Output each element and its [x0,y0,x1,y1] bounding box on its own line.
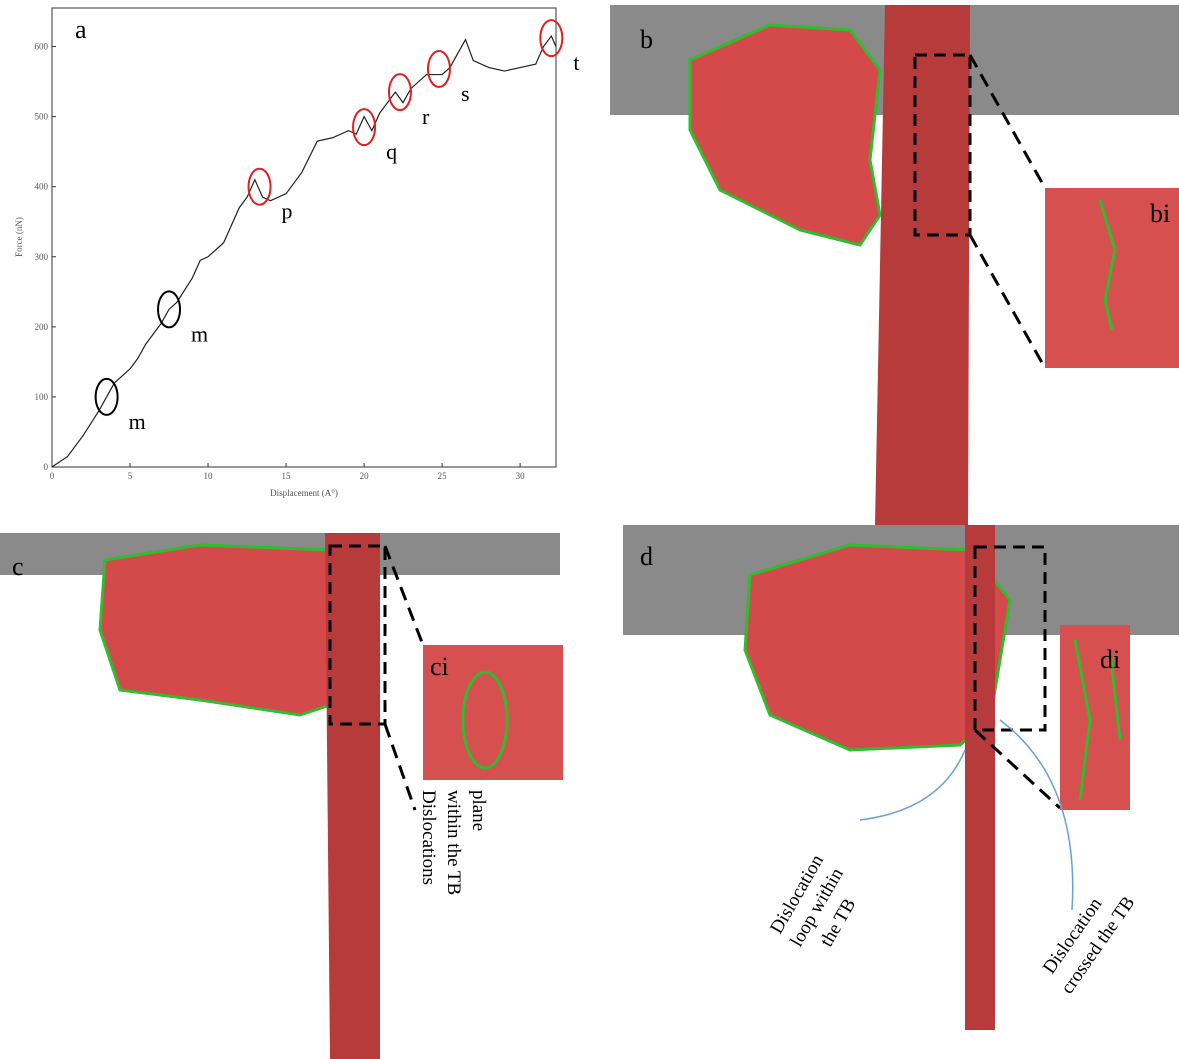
x-tick-label: 5 [128,471,133,481]
inset-label: ci [430,652,449,681]
y-tick-label: 200 [35,322,49,332]
inset-label: bi [1150,199,1170,228]
x-tick-label: 20 [360,471,370,481]
chart: a Displacement (A°) Force (nN) 0 5 10 15 20 2… [14,7,579,498]
y-tick-label: 500 [35,112,49,122]
panel-label: d [640,542,653,571]
annotation-label: m [129,409,146,434]
annotation-label: t [573,50,579,75]
panel-label: a [75,15,87,44]
panel-label: b [640,25,653,54]
annotation-label: m [191,321,208,346]
x-tick-label: 15 [282,471,292,481]
y-tick-label: 600 [35,42,49,52]
x-tick-label: 25 [438,471,448,481]
line [51,34,557,468]
annotation: Dislocations [418,790,439,885]
annotation-label: p [282,199,293,224]
x-tick-label: 10 [204,471,214,481]
inset-label: di [1100,645,1120,674]
x-tick-label: 30 [516,471,526,481]
annotation-label: s [461,81,470,106]
annotation: within the TB [443,790,464,895]
y-tick-label: 0 [44,462,49,472]
annotation-circle [94,377,119,416]
panel-label: c [12,552,24,581]
annotation-circle [157,290,182,329]
annotation: plane [468,790,489,831]
y-axis-label: Force (nN) [14,217,24,257]
x-axis-label: Displacement (A°) [270,488,338,498]
annotation-circle [426,49,451,88]
y-tick-label: 100 [35,392,49,402]
panel-c: c ci Dislocations within the TB plane [0,533,563,1059]
panel-b: b bi [610,5,1179,525]
x-tick-label: 0 [50,471,55,481]
annotation-label: q [386,139,397,164]
annotation-label: r [422,104,430,129]
annotation-circle [539,19,564,58]
y-tick-label: 300 [35,252,49,262]
y-tick-label: 400 [35,182,49,192]
annotation-circle [387,73,412,112]
annotation-circle [352,108,377,147]
annotation-circle [247,167,272,206]
panel-d: d di Dislocation loop within the TB Disl… [623,525,1179,1030]
